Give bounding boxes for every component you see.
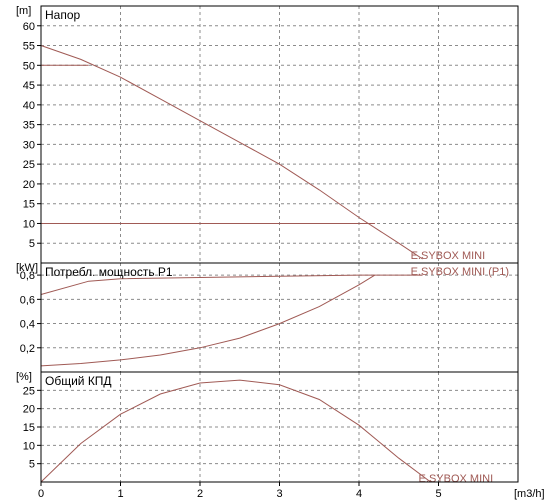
y-tick-label: 15	[23, 422, 35, 434]
series-label: E.SYBOX MINI	[411, 250, 486, 262]
panel-title: Общий КПД	[45, 374, 112, 388]
y-tick-label: 10	[23, 218, 35, 230]
y-tick-label: 0,4	[20, 319, 35, 331]
y-tick-label: 25	[23, 159, 35, 171]
x-tick-label: 4	[356, 488, 362, 500]
series-line-2	[40, 274, 376, 367]
y-tick-label: 30	[23, 139, 35, 151]
series-line-1	[40, 274, 423, 295]
y-tick-label: 0,6	[20, 294, 35, 306]
y-tick-label: 60	[23, 21, 35, 33]
panel-3: 5 10 15 20 25 E.SYBOX MINI Общий КПД [%]	[16, 371, 519, 485]
series-label: E.SYBOX MINI	[419, 473, 494, 485]
y-tick-label: 45	[23, 80, 35, 92]
y-tick-label: 50	[23, 60, 35, 72]
y-tick-label: 10	[23, 440, 35, 452]
panel-title: Напор	[45, 8, 81, 22]
x-tick-label: 5	[435, 488, 441, 500]
y-unit-label: [kW]	[16, 262, 38, 274]
x-tick-label: 2	[197, 488, 203, 500]
y-tick-label: 40	[23, 100, 35, 112]
x-tick-label: 0	[38, 488, 44, 500]
y-tick-label: 55	[23, 41, 35, 53]
y-tick-label: 35	[23, 120, 35, 132]
x-tick-label: 3	[276, 488, 282, 500]
series-label: E.SYBOX MINI (P1)	[411, 266, 509, 278]
y-tick-label: 15	[23, 199, 35, 211]
y-tick-label: 5	[29, 238, 35, 250]
x-tick-label: 1	[117, 488, 123, 500]
y-tick-label: 25	[23, 385, 35, 397]
y-tick-label: 20	[23, 404, 35, 416]
x-unit-label: [m3/h]	[514, 488, 545, 500]
series-line-1	[40, 379, 431, 483]
y-unit-label: [m]	[16, 5, 31, 17]
panel-title: Потребл. мощность P1	[45, 265, 173, 279]
y-tick-label: 0,8	[20, 270, 35, 282]
panel-2: 0,2 0,4 0,6 0,8 E.SYBOX MINI (P1) Потребл. мо…	[16, 262, 519, 373]
y-tick-label: 20	[23, 179, 35, 191]
y-tick-label: 5	[29, 459, 35, 471]
y-tick-label: 0,2	[20, 343, 35, 355]
y-unit-label: [%]	[16, 371, 32, 383]
series-line-1	[40, 45, 423, 260]
panel-1: 5 10 15 20 25 30 35 40 45 50 55 60 E.SYBOX MINI Напор…	[16, 5, 519, 264]
